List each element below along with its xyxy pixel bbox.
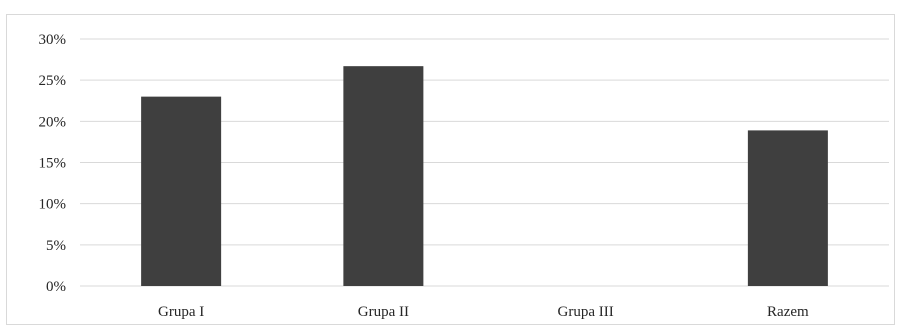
x-category-label: Razem (767, 304, 809, 320)
bars (141, 66, 828, 286)
x-category-label: Grupa I (158, 304, 204, 320)
y-tick-label: 0% (46, 279, 66, 295)
x-category-label: Grupa II (358, 304, 409, 320)
y-tick-label: 20% (39, 114, 67, 130)
y-tick-label: 30% (39, 32, 67, 48)
y-tick-label: 15% (39, 156, 67, 172)
y-axis-tick-labels: 0% 5% 10% 15% 20% 25% 30% (39, 32, 67, 295)
y-tick-label: 5% (46, 238, 66, 254)
y-tick-label: 25% (39, 73, 67, 89)
x-axis-category-labels: Grupa I Grupa II Grupa III Razem (158, 304, 809, 320)
bar-razem (747, 130, 828, 286)
bar-grupa-i (141, 96, 222, 286)
y-tick-label: 10% (39, 197, 67, 213)
x-category-label: Grupa III (558, 304, 614, 320)
bar-grupa-ii (343, 66, 424, 286)
